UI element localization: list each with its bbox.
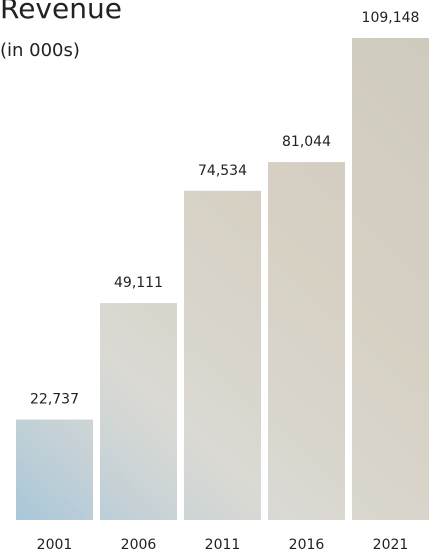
chart-subtitle: (in 000s)	[0, 40, 80, 61]
chart-title: Revenue	[0, 0, 122, 25]
bar-texture	[268, 162, 345, 520]
x-tick-label: 2001	[37, 537, 73, 553]
bar-texture	[352, 38, 429, 520]
x-tick-label: 2006	[121, 537, 157, 553]
x-tick-label: 2021	[373, 537, 409, 553]
bar-texture	[184, 190, 261, 520]
bar-texture	[16, 419, 93, 520]
x-tick-label: 2011	[205, 537, 241, 553]
value-label: 22,737	[30, 392, 79, 408]
value-label: 81,044	[282, 134, 331, 150]
value-label: 49,111	[114, 275, 163, 291]
value-label: 109,148	[362, 10, 420, 26]
x-tick-label: 2016	[289, 537, 325, 553]
bar-texture	[100, 303, 177, 520]
value-label: 74,534	[198, 163, 247, 179]
